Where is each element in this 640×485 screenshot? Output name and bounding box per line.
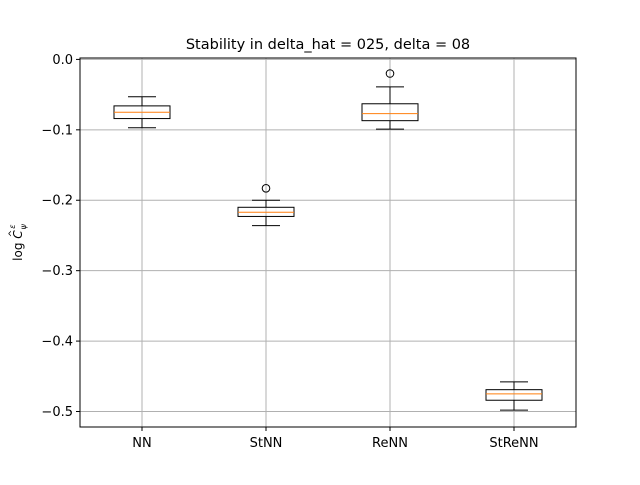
y-tick-label: −0.5 <box>41 405 73 420</box>
y-label-symbol: C <box>11 230 25 239</box>
box-renn <box>361 69 419 130</box>
box-stnn <box>237 183 295 227</box>
box-body <box>361 103 419 122</box>
chart-title: Stability in delta_hat = 025, delta = 08 <box>186 37 470 53</box>
y-tick-label: 0.0 <box>52 53 73 68</box>
outlier-point <box>385 69 395 78</box>
y-axis-label-text: log C^ε ψ <box>8 223 28 260</box>
box-plots <box>113 69 543 411</box>
y-tick-label: −0.2 <box>41 194 73 209</box>
x-tick-label: ReNN <box>372 436 408 451</box>
y-label-subscript: ψ <box>19 223 28 229</box>
y-label-superscript: ε <box>8 224 17 229</box>
box-strenn <box>485 381 543 411</box>
box-nn <box>113 96 171 129</box>
x-tick-label: StNN <box>250 436 283 451</box>
y-tick-label: −0.4 <box>41 335 73 350</box>
y-axis-label: log C^ε ψ <box>8 223 28 260</box>
box-body <box>485 389 543 401</box>
y-label-prefix: log <box>11 239 25 261</box>
grid-lines <box>80 58 576 427</box>
outlier-point <box>261 183 271 193</box>
y-label-hat: ^ <box>8 230 18 238</box>
x-tick-label: NN <box>132 436 151 451</box>
axis-ticks: 0.0 −0.1 −0.2 −0.3 −0.4 −0.5 NN StNN ReNN StReNN <box>41 53 538 451</box>
axes-frame <box>79 57 577 428</box>
y-tick-label: −0.1 <box>41 123 73 138</box>
y-tick-label: −0.3 <box>41 264 73 279</box>
x-tick-label: StReNN <box>489 436 538 451</box>
